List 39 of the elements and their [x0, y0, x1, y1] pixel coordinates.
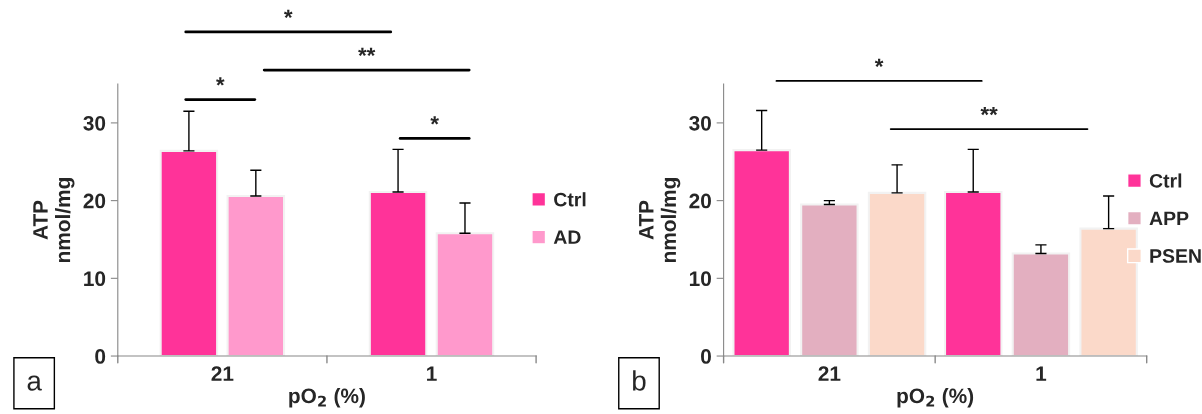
annotation: *	[430, 116, 439, 125]
bar	[800, 203, 859, 357]
y-tick-label: 0	[701, 349, 711, 364]
bar	[226, 194, 286, 357]
text: a	[27, 375, 42, 391]
y-tick-label: 30	[689, 115, 711, 131]
y-tick-label: 20	[83, 193, 106, 209]
y-tick-label: 10	[689, 271, 711, 287]
x-axis-title: pO$_{2}$ (%)	[289, 387, 365, 408]
x-tick-label: 21	[211, 366, 234, 381]
y-tick-label: 30	[83, 115, 106, 131]
text: b	[633, 370, 646, 391]
y-axis-title: ATP nmol/mg	[33, 178, 75, 263]
text: *	[874, 58, 884, 67]
y-axis-title: ATP nmol/mg	[639, 178, 681, 263]
bar	[368, 191, 428, 357]
y-tick-label: 0	[95, 349, 106, 364]
bar	[435, 232, 495, 357]
legend-label: AD	[553, 230, 581, 244]
text: **	[358, 47, 376, 57]
bar	[943, 191, 1003, 357]
legend-label: PSEN	[1150, 249, 1201, 263]
bar	[867, 191, 927, 357]
bar	[159, 149, 219, 357]
text: *	[283, 9, 293, 19]
x-tick-label: 1	[427, 366, 437, 381]
legend-label: Ctrl	[554, 192, 586, 207]
y-tick-label: 10	[84, 271, 106, 287]
bar	[732, 149, 791, 357]
x-tick-label: 1	[1036, 366, 1047, 381]
annotation: *	[216, 77, 225, 86]
bar	[1079, 227, 1138, 357]
legend-label: Ctrl	[1149, 173, 1182, 188]
bar	[1011, 252, 1071, 357]
y-tick-label: 20	[689, 193, 711, 209]
legend-label: APP	[1149, 211, 1189, 226]
x-axis-title: pO$_{2}$ (%)	[897, 387, 974, 408]
annotation: **	[980, 106, 998, 116]
x-tick-label: 21	[818, 366, 841, 381]
